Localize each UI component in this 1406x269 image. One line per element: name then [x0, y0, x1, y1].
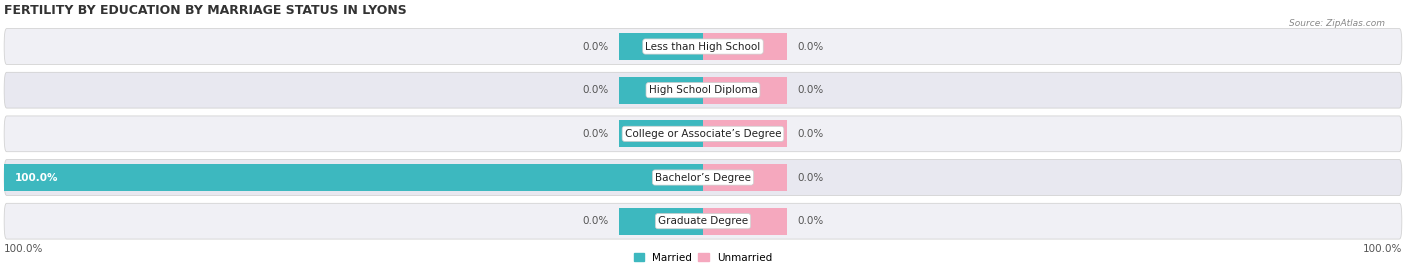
Bar — [619, 77, 703, 104]
Text: 100.0%: 100.0% — [14, 172, 58, 182]
Bar — [619, 208, 703, 235]
Text: 100.0%: 100.0% — [1362, 244, 1402, 254]
Bar — [703, 77, 787, 104]
Text: 0.0%: 0.0% — [797, 172, 824, 182]
Text: 0.0%: 0.0% — [797, 129, 824, 139]
Text: 0.0%: 0.0% — [582, 41, 609, 52]
FancyBboxPatch shape — [4, 203, 1402, 239]
Bar — [703, 120, 787, 147]
Text: Graduate Degree: Graduate Degree — [658, 216, 748, 226]
Text: Bachelor’s Degree: Bachelor’s Degree — [655, 172, 751, 182]
Bar — [619, 120, 703, 147]
Text: 0.0%: 0.0% — [797, 41, 824, 52]
Text: 100.0%: 100.0% — [4, 244, 44, 254]
Text: High School Diploma: High School Diploma — [648, 85, 758, 95]
Text: Less than High School: Less than High School — [645, 41, 761, 52]
Text: 0.0%: 0.0% — [582, 216, 609, 226]
Text: College or Associate’s Degree: College or Associate’s Degree — [624, 129, 782, 139]
Text: Source: ZipAtlas.com: Source: ZipAtlas.com — [1289, 19, 1385, 28]
FancyBboxPatch shape — [4, 29, 1402, 64]
Legend: Married, Unmarried: Married, Unmarried — [630, 248, 776, 267]
Bar — [703, 208, 787, 235]
Text: 0.0%: 0.0% — [582, 129, 609, 139]
FancyBboxPatch shape — [4, 116, 1402, 152]
Bar — [619, 33, 703, 60]
Bar — [4, 164, 703, 191]
Bar — [703, 164, 787, 191]
Text: FERTILITY BY EDUCATION BY MARRIAGE STATUS IN LYONS: FERTILITY BY EDUCATION BY MARRIAGE STATU… — [4, 4, 406, 17]
Text: 0.0%: 0.0% — [797, 216, 824, 226]
Bar — [703, 33, 787, 60]
FancyBboxPatch shape — [4, 72, 1402, 108]
Text: 0.0%: 0.0% — [582, 85, 609, 95]
Text: 0.0%: 0.0% — [797, 85, 824, 95]
FancyBboxPatch shape — [4, 160, 1402, 195]
